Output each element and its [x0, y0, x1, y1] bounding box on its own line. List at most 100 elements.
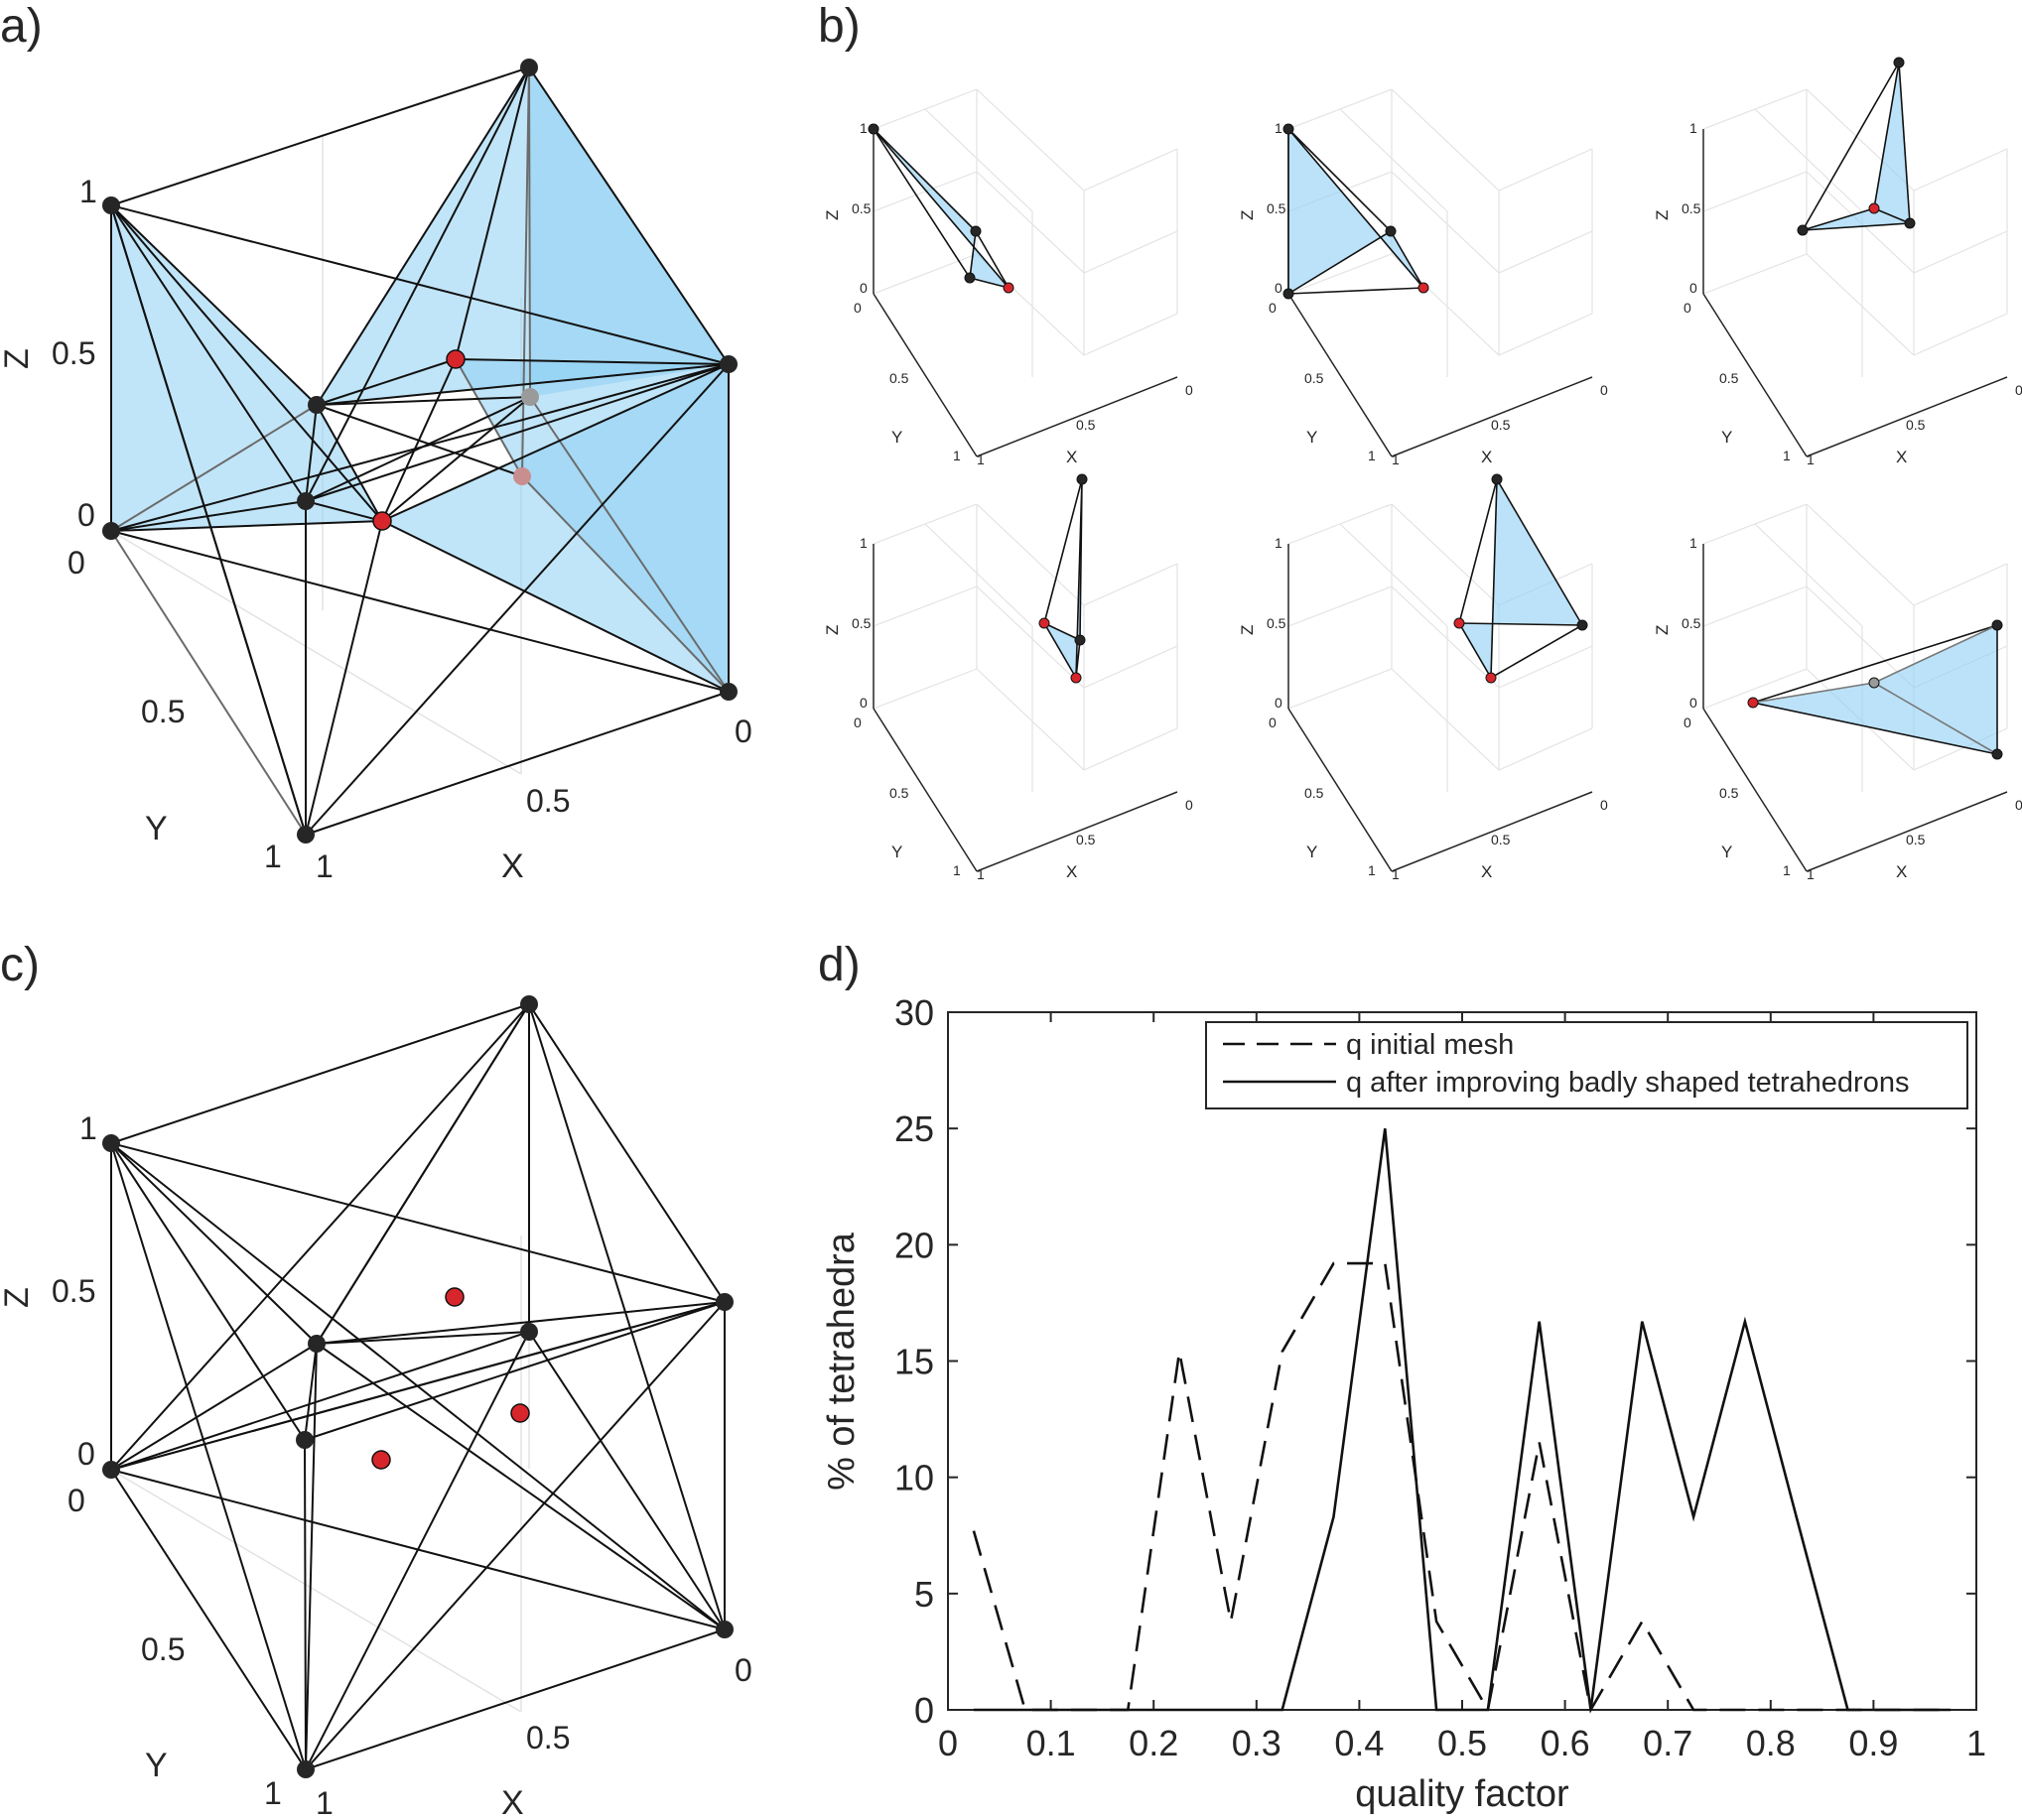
x-tick: 0.5 [1076, 832, 1096, 847]
node [308, 396, 326, 414]
z-tick: 0 [860, 695, 868, 711]
panel-a-nodes [102, 59, 738, 844]
hidden-node [521, 388, 539, 406]
y-tick: 0 [1269, 300, 1277, 316]
x-tick-label: 0.3 [1232, 1723, 1281, 1763]
y-tick: 0.5 [141, 1631, 185, 1667]
x-tick: 0 [1600, 382, 1608, 398]
x-tick: 1 [1807, 866, 1815, 882]
z-axis-label: Z [823, 210, 842, 220]
y-tick-label: 0 [914, 1690, 934, 1731]
plot-area [947, 1011, 1977, 1711]
new-node [372, 511, 392, 531]
z-axis-label: Z [0, 348, 36, 369]
hidden-new-node [513, 467, 531, 485]
node [102, 1134, 120, 1152]
new-node [446, 349, 466, 369]
tetra-edges [1458, 478, 1583, 679]
x-axis-label: X [1896, 448, 1907, 466]
y-tick: 0.5 [1304, 370, 1324, 386]
x-tick: 0.5 [1491, 417, 1511, 433]
panel-a-letter: a) [0, 0, 43, 53]
subplot-axes [873, 544, 1178, 872]
z-axis-label: Z [0, 1287, 36, 1308]
new-node [1868, 202, 1880, 214]
x-tick-label: 0.8 [1746, 1723, 1796, 1763]
legend-entry-initial: q initial mesh [1346, 1029, 1514, 1061]
y-tick: 1 [264, 839, 282, 874]
y-tick: 1 [1783, 862, 1791, 878]
new-node [1453, 617, 1465, 629]
y-tick: 1 [1368, 862, 1376, 878]
z-axis-label: Z [1238, 625, 1257, 635]
new-node [371, 1450, 391, 1470]
z-tick: 1 [1689, 535, 1697, 551]
z-tick: 0.5 [1682, 615, 1701, 631]
x-axis-label: X [1066, 862, 1077, 881]
x-tick: 0.5 [1906, 417, 1926, 433]
y-tick: 1 [264, 1775, 282, 1811]
legend-entry-improved: q after improving badly shaped tetrahedr… [1346, 1067, 1909, 1099]
y-tick: 0.5 [1719, 370, 1739, 386]
panel-c-nodes [102, 995, 734, 1778]
node [1991, 619, 2003, 631]
y-tick: 0 [1269, 715, 1277, 730]
tetra-edges [1043, 478, 1083, 679]
subplot-axes [1702, 544, 2008, 872]
y-tick: 0 [1684, 715, 1691, 730]
subplot-axes [1287, 129, 1593, 457]
z-tick: 0.5 [852, 615, 872, 631]
tetra-face [1803, 63, 1910, 230]
subplot-grid [1287, 503, 1593, 792]
z-tick: 0.5 [1267, 615, 1286, 631]
x-axis-label: X [501, 847, 524, 885]
legend-box [1205, 1021, 1968, 1109]
z-tick: 1 [1275, 535, 1282, 551]
node [102, 1461, 120, 1479]
x-tick-label: 0.2 [1129, 1723, 1178, 1763]
y-tick: 0.5 [889, 370, 909, 386]
subplot-grid [873, 88, 1178, 377]
y-axis-label: Y [145, 810, 168, 847]
z-tick: 0 [1689, 280, 1697, 296]
node [1797, 224, 1809, 236]
series-lines [972, 1128, 1952, 1714]
node [868, 123, 879, 135]
x-tick-label: 0.5 [1437, 1723, 1487, 1763]
subplot-axes [873, 129, 1178, 457]
x-tick: 0 [1600, 797, 1608, 813]
y-tick: 0 [854, 300, 862, 316]
x-tick: 0 [735, 714, 752, 749]
z-tick: 0 [77, 1436, 95, 1472]
node [1893, 57, 1905, 68]
node [102, 196, 120, 214]
new-node [1417, 282, 1429, 294]
x-tick: 1 [316, 1785, 334, 1820]
tetra-face [1753, 625, 1997, 754]
x-tick: 0.5 [526, 783, 570, 819]
new-node [1003, 282, 1014, 294]
y-tick: 0 [67, 545, 85, 581]
node [1074, 634, 1086, 646]
z-tick: 0 [860, 280, 868, 296]
z-axis-label: Z [1653, 625, 1672, 635]
tetra-edges [1752, 624, 1998, 755]
x-tick-label: 0 [938, 1723, 958, 1763]
node [1385, 225, 1397, 237]
x-ticks: 0 0.1 0.2 0.3 0.4 0.5 0.6 0.7 0.8 0.9 1 [938, 1012, 1986, 1763]
x-tick-label: 0.6 [1541, 1723, 1590, 1763]
node [297, 492, 315, 510]
y-axis-label: Y [1306, 428, 1317, 447]
node [520, 1323, 538, 1341]
y-tick: 0 [1684, 300, 1691, 316]
node [297, 1760, 315, 1778]
z-tick: 1 [860, 120, 868, 136]
node [720, 683, 738, 701]
x-tick: 1 [977, 866, 985, 882]
